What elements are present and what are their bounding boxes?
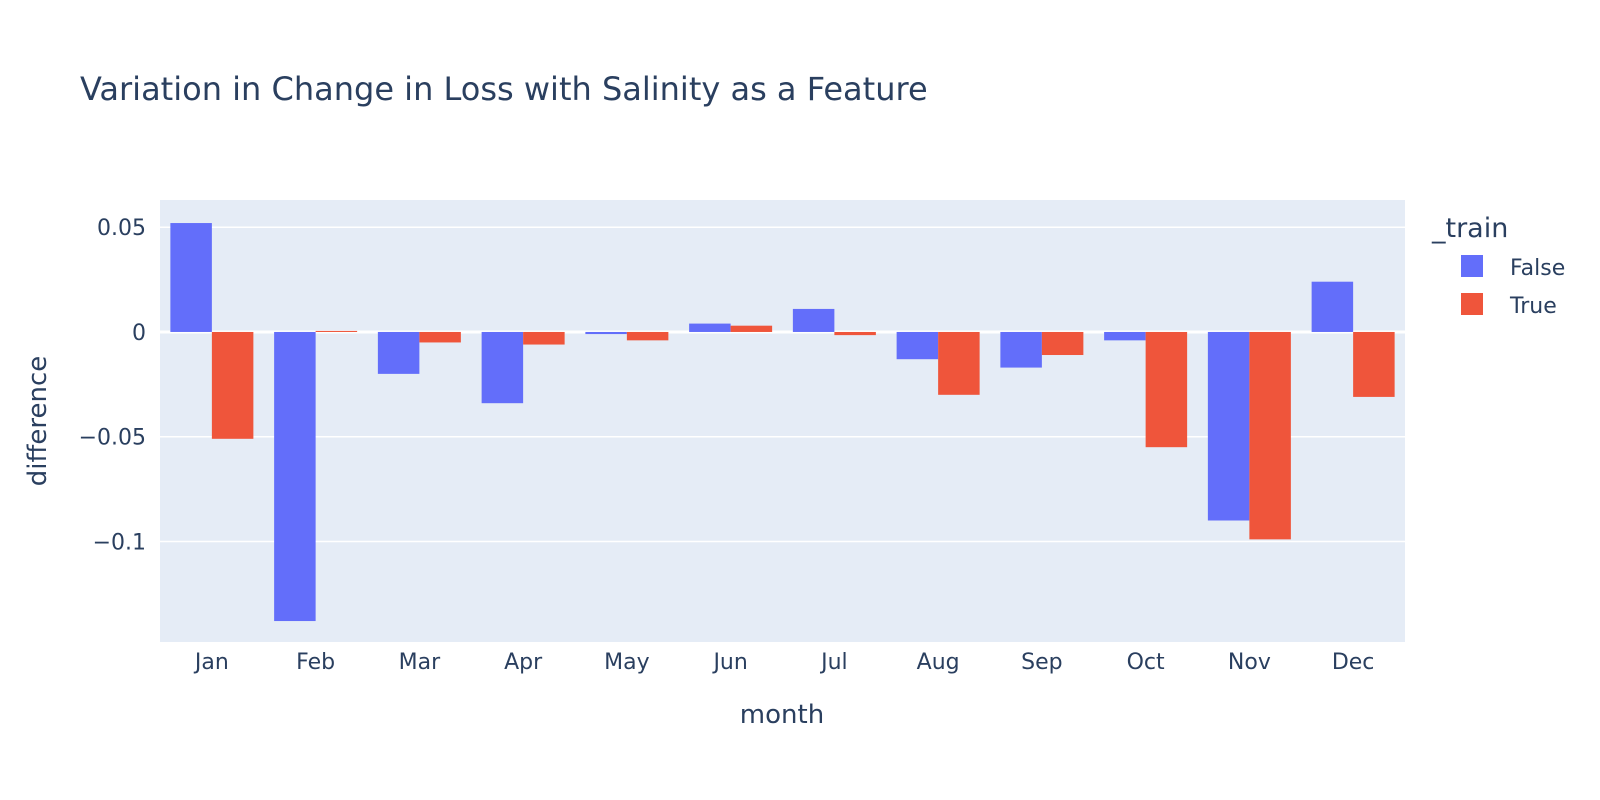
y-axis-title: difference — [23, 356, 53, 487]
bar-false-nov[interactable] — [1207, 331, 1250, 521]
bar-false-feb[interactable] — [274, 331, 316, 622]
chart-title: Variation in Change in Loss with Salinit… — [80, 70, 928, 108]
bar-false-sep[interactable] — [1000, 331, 1042, 368]
x-tick-label: Sep — [1021, 650, 1062, 675]
bar-true-oct[interactable] — [1145, 331, 1188, 448]
bar-false-jan[interactable] — [170, 223, 212, 332]
bar-false-dec[interactable] — [1311, 281, 1354, 332]
x-tick-label: Apr — [504, 650, 543, 675]
bar-false-oct[interactable] — [1104, 331, 1146, 341]
legend-swatch-false[interactable] — [1461, 255, 1483, 277]
bar-true-mar[interactable] — [419, 331, 461, 343]
y-tick-label: 0 — [132, 321, 146, 346]
bar-true-aug[interactable] — [938, 331, 980, 395]
bar-false-apr[interactable] — [481, 331, 524, 404]
bar-true-apr[interactable] — [523, 331, 565, 345]
x-tick-label: Jul — [819, 650, 848, 675]
legend-title: _train — [1431, 213, 1508, 244]
bar-true-sep[interactable] — [1041, 331, 1084, 356]
bar-false-may[interactable] — [585, 331, 627, 335]
bar-true-jul[interactable] — [834, 331, 876, 336]
y-tick-label: 0.05 — [97, 216, 146, 241]
legend: _train False True — [1431, 213, 1565, 319]
x-tick-label: Mar — [399, 650, 441, 675]
x-tick-label: May — [604, 650, 649, 675]
legend-swatch-true[interactable] — [1461, 293, 1483, 315]
bar-true-feb[interactable] — [315, 330, 358, 332]
bar-true-dec[interactable] — [1353, 331, 1395, 397]
x-tick-label: Jan — [193, 650, 229, 675]
x-tick-label: Feb — [296, 650, 335, 675]
bar-false-jun[interactable] — [689, 323, 731, 332]
y-tick-label: −0.05 — [79, 426, 146, 451]
x-tick-label: Aug — [917, 650, 960, 675]
legend-label-false[interactable]: False — [1510, 256, 1565, 281]
bar-true-nov[interactable] — [1249, 331, 1291, 540]
x-tick-label: Dec — [1332, 650, 1375, 675]
y-tick-label: −0.1 — [93, 530, 146, 555]
plot-area — [160, 200, 1405, 642]
x-axis-title: month — [740, 700, 824, 730]
x-tick-label: Jun — [711, 650, 747, 675]
bar-true-jun[interactable] — [730, 325, 773, 332]
legend-label-true[interactable]: True — [1509, 294, 1557, 319]
bar-false-mar[interactable] — [377, 331, 420, 374]
bar-true-jan[interactable] — [211, 331, 254, 439]
x-tick-label: Oct — [1127, 650, 1165, 675]
x-tick-label: Nov — [1228, 650, 1271, 675]
bar-false-aug[interactable] — [896, 331, 939, 360]
bar-true-may[interactable] — [626, 331, 669, 341]
bar-false-jul[interactable] — [792, 308, 835, 332]
